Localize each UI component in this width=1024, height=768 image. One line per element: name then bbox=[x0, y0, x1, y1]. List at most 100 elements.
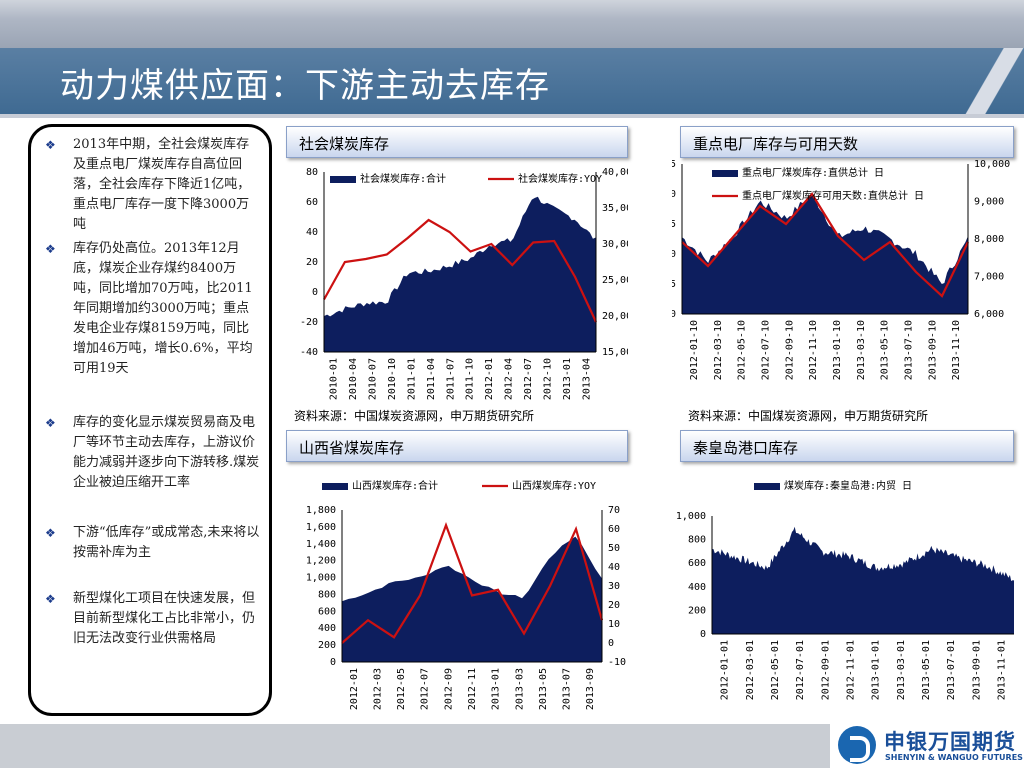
x-tick-label: 2013-11-01 bbox=[996, 640, 1007, 700]
x-tick-label: 2012-05-10 bbox=[737, 320, 748, 380]
y-left-tick-label: 1,800 bbox=[306, 505, 336, 516]
legend-label: 重点电厂煤炭库存:直供总计 日 bbox=[742, 166, 884, 179]
chart-power: 35 30 25 20 15 10 10,000 9,000 8,000 7,000 6,000 20… bbox=[672, 159, 1010, 380]
x-tick-label: 2013-05 bbox=[538, 668, 549, 710]
bullet-item: ❖ 库存仍处高位。2013年12月底，煤炭企业存煤约8400万吨，同比增加70万吨… bbox=[39, 239, 261, 379]
y-right-tick-label: 8,000 bbox=[974, 234, 1004, 245]
bullet-item: ❖ 新型煤化工项目在快速发展，但目前新型煤化工占比非常小，仍旧无法改变行业供需格局 bbox=[39, 589, 261, 649]
y-right-tick-label: 0 bbox=[608, 638, 614, 649]
diamond-bullet-icon: ❖ bbox=[45, 138, 56, 152]
x-tick-label: 2013-11-10 bbox=[951, 320, 962, 380]
x-tick-label: 2012-11-10 bbox=[808, 320, 819, 380]
chart-social: 80 60 40 20 0 -20 -40 40,000 35,000 30,000 25,000 2… bbox=[300, 167, 628, 400]
y-left-tick-label: 800 bbox=[688, 535, 706, 546]
y-left-tick-label: 0 bbox=[330, 657, 336, 668]
panel-header-social: 社会煤炭库存 bbox=[286, 126, 628, 158]
x-tick-label: 2012-10 bbox=[542, 358, 553, 400]
area-series-power bbox=[682, 193, 968, 314]
logo-text-en: SHENYIN & WANGUO FUTURES bbox=[885, 753, 1023, 762]
bullet-item: ❖ 下游“低库存”或成常态,未来将以按需补库为主 bbox=[39, 523, 261, 563]
diamond-bullet-icon: ❖ bbox=[45, 416, 56, 430]
legend-label: 社会煤炭库存:合计 bbox=[360, 172, 446, 185]
y-left-tick-label: 1,400 bbox=[306, 539, 336, 550]
diamond-bullet-icon: ❖ bbox=[45, 592, 56, 606]
area-series-qhd bbox=[712, 526, 1014, 634]
source-note-power: 资料来源：中国煤炭资源网，申万期货研究所 bbox=[688, 409, 929, 423]
y-left-tick-label: -20 bbox=[300, 317, 318, 328]
x-tick-label: 2010-01 bbox=[329, 358, 340, 400]
y-left-tick-label: 0 bbox=[700, 629, 706, 640]
x-tick-label: 2013-01-01 bbox=[871, 640, 882, 700]
legend-swatch-area bbox=[322, 483, 348, 490]
x-tick-label: 2013-03-01 bbox=[896, 640, 907, 700]
x-tick-label: 2012-01 bbox=[349, 668, 360, 710]
panel-header-power: 重点电厂库存与可用天数 bbox=[680, 126, 1014, 158]
y-left-tick-label: 40 bbox=[306, 227, 318, 238]
legend-label: 山西煤炭库存:合计 bbox=[352, 479, 438, 492]
legend-swatch-area bbox=[330, 176, 356, 183]
title-stripe-decor bbox=[964, 48, 1024, 114]
x-tick-label: 2012-11-01 bbox=[845, 640, 856, 700]
x-tick-label: 2010-10 bbox=[387, 358, 398, 400]
line-series-power bbox=[681, 192, 969, 298]
x-tick-label: 2013-03 bbox=[514, 668, 525, 710]
x-tick-label: 2013-01-10 bbox=[832, 320, 843, 380]
y-right-tick-label: 10 bbox=[608, 619, 620, 630]
x-tick-label: 2013-05-10 bbox=[880, 320, 891, 380]
logo-text-cn: 申银万国期货 bbox=[884, 730, 1016, 754]
y-left-tick-label: 600 bbox=[688, 558, 706, 569]
slide-title: 动力煤供应面：下游主动去库存 bbox=[60, 66, 550, 106]
x-tick-label: 2012-04 bbox=[504, 358, 515, 400]
y-right-tick-label: 50 bbox=[608, 543, 620, 554]
y-left-tick-label: 1,200 bbox=[306, 556, 336, 567]
x-tick-label: 2012-07 bbox=[420, 668, 431, 710]
x-tick-label: 2013-09 bbox=[585, 668, 596, 710]
area-series-shanxi bbox=[342, 536, 602, 662]
y-right-tick-label: 15,000 bbox=[602, 347, 628, 358]
y-right-tick-label: 10,000 bbox=[974, 159, 1010, 170]
x-tick-label: 2012-05 bbox=[396, 668, 407, 710]
y-left-tick-label: 10 bbox=[672, 309, 676, 320]
x-tick-label: 2012-09-10 bbox=[784, 320, 795, 380]
x-tick-label: 2012-01-01 bbox=[720, 640, 731, 700]
y-left-tick-label: 0 bbox=[312, 287, 318, 298]
legend-swatch-area bbox=[712, 170, 738, 177]
area-series-social bbox=[324, 196, 596, 352]
x-tick-label: 2013-09-01 bbox=[971, 640, 982, 700]
y-left-tick-label: 80 bbox=[306, 167, 318, 178]
legend-label: 重点电厂煤炭库存可用天数:直供总计 日 bbox=[742, 189, 924, 202]
legend-label: 煤炭库存:秦皇岛港:内贸 日 bbox=[784, 479, 912, 492]
x-tick-label: 2012-01 bbox=[484, 358, 495, 400]
panel-header-qhd: 秦皇岛港口库存 bbox=[680, 430, 1014, 462]
x-tick-label: 2013-01 bbox=[491, 668, 502, 710]
title-underline bbox=[0, 114, 1024, 118]
y-left-tick-label: 30 bbox=[672, 189, 676, 200]
legend-label: 山西煤炭库存:YOY bbox=[512, 479, 596, 492]
x-tick-label: 2012-03-10 bbox=[713, 320, 724, 380]
y-left-tick-label: 200 bbox=[318, 640, 336, 651]
x-tick-label: 2010-04 bbox=[348, 358, 359, 400]
title-bar: 动力煤供应面：下游主动去库存 bbox=[0, 48, 1024, 114]
chart-shanxi: 1,8001,6001,4001,2001,000800600400200070… bbox=[306, 479, 626, 710]
x-tick-label: 2012-09-01 bbox=[820, 640, 831, 700]
x-tick-label: 2013-07-10 bbox=[903, 320, 914, 380]
y-right-tick-label: 60 bbox=[608, 524, 620, 535]
y-left-tick-label: -40 bbox=[300, 347, 318, 358]
y-left-tick-label: 25 bbox=[672, 219, 676, 230]
y-left-tick-label: 800 bbox=[318, 589, 336, 600]
x-tick-label: 2012-07 bbox=[523, 358, 534, 400]
x-tick-label: 2012-05-01 bbox=[770, 640, 781, 700]
y-right-tick-label: 7,000 bbox=[974, 272, 1004, 283]
logo-emblem-icon bbox=[838, 726, 876, 764]
x-tick-label: 2013-09-10 bbox=[927, 320, 938, 380]
source-note-social: 资料来源：中国煤炭资源网，申万期货研究所 bbox=[294, 409, 535, 423]
x-tick-label: 2013-07 bbox=[562, 668, 573, 710]
y-left-tick-label: 400 bbox=[688, 582, 706, 593]
x-tick-label: 2012-07-10 bbox=[760, 320, 771, 380]
x-tick-label: 2013-03-10 bbox=[856, 320, 867, 380]
company-logo: 申银万国期货 SHENYIN & WANGUO FUTURES bbox=[830, 722, 1024, 768]
legend-swatch-area bbox=[754, 483, 780, 490]
y-left-tick-label: 1,000 bbox=[676, 511, 706, 522]
y-right-tick-label: -10 bbox=[608, 657, 626, 668]
y-right-tick-label: 20,000 bbox=[602, 311, 628, 322]
